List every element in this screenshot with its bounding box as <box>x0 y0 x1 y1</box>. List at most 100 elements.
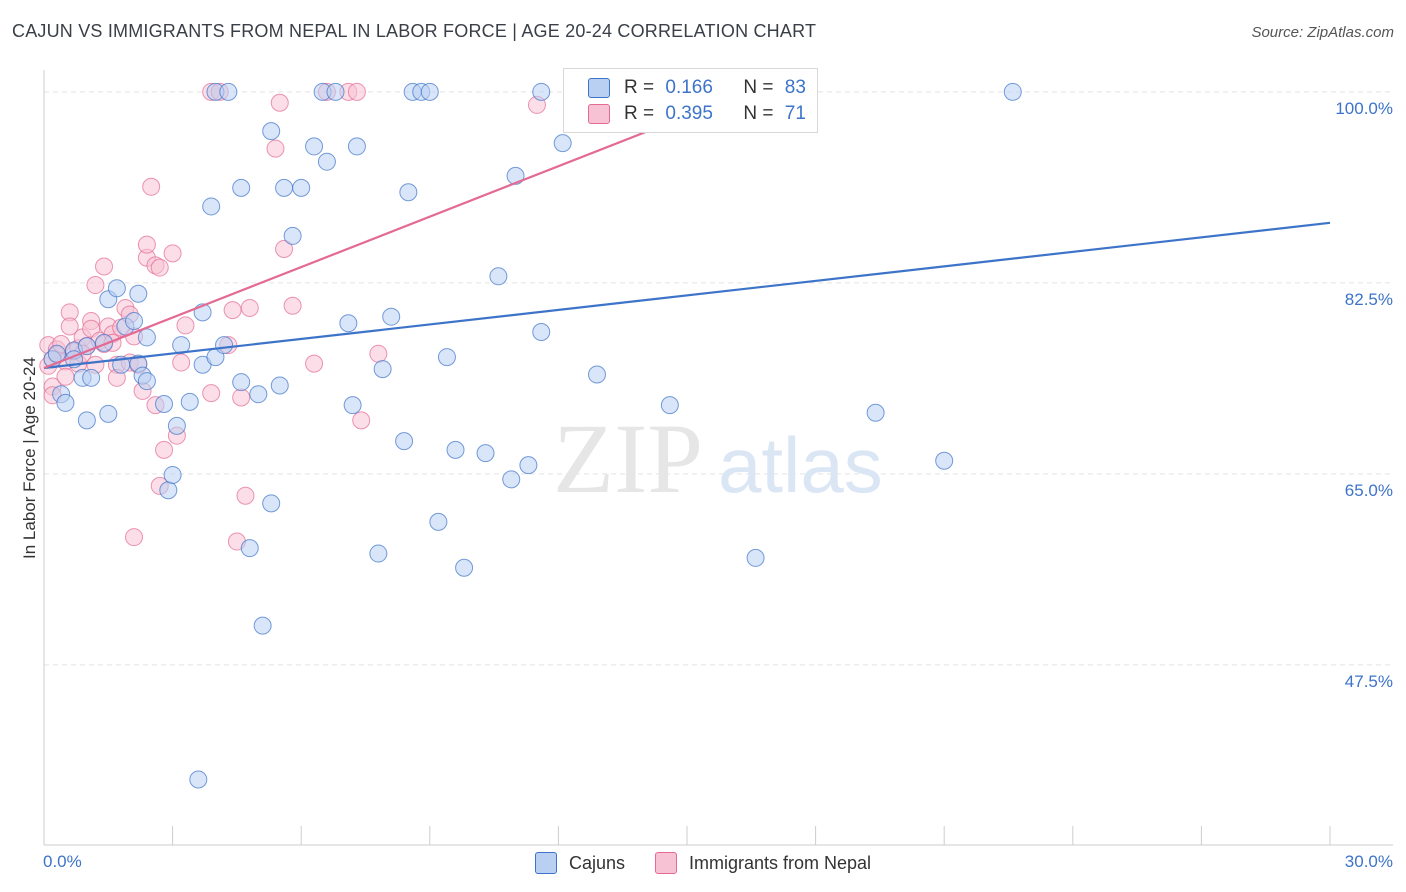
watermark-atlas: atlas <box>718 421 883 509</box>
cajun-point <box>137 372 156 391</box>
cajun-point <box>125 312 144 331</box>
watermark-zip: ZIP <box>553 403 703 514</box>
legend-item-nepal: Immigrants from Nepal <box>654 852 872 874</box>
legend-swatch-blue <box>588 78 610 98</box>
trend-lines <box>43 118 1331 370</box>
nepal-point <box>202 384 221 403</box>
cajun-point <box>373 360 392 379</box>
cajun-point <box>232 373 251 392</box>
x-tick-label-max: 30.0% <box>1344 852 1393 871</box>
cajun-point <box>159 481 178 500</box>
cajun-point <box>1003 82 1022 101</box>
axes <box>43 70 1393 846</box>
cajun-point <box>587 365 606 384</box>
chart-title: CAJUN VS IMMIGRANTS FROM NEPAL IN LABOR … <box>12 21 817 41</box>
cajun-point <box>339 314 358 333</box>
nepal-point <box>240 298 259 317</box>
y-tick-label: 65.0% <box>1344 480 1393 500</box>
correlation-legend: R = 0.166 N = 83 R = 0.395 N = 71 <box>563 68 818 133</box>
nepal-point <box>275 240 294 259</box>
nepal-point <box>352 411 371 430</box>
cajun-point <box>82 368 101 387</box>
legend-r-value: 0.395 <box>665 103 713 124</box>
legend-label-nepal: Immigrants from Nepal <box>688 852 872 873</box>
nepal-point <box>223 301 242 320</box>
cajun-point <box>429 512 448 531</box>
cajun-point <box>292 178 311 197</box>
nepal-point <box>232 388 251 407</box>
cajun-point <box>519 456 538 475</box>
nepal-point <box>305 354 324 373</box>
nepal-point <box>176 316 195 335</box>
cajun-point <box>532 322 551 341</box>
cajun-point <box>275 178 294 197</box>
legend-n-value: 83 <box>784 77 806 98</box>
legend-r-value: 0.166 <box>665 77 713 98</box>
nepal-point <box>172 353 191 372</box>
cajun-point <box>437 348 456 367</box>
cajun-point <box>283 226 302 245</box>
cajun-point <box>56 393 75 412</box>
cajun-point <box>202 197 221 216</box>
cajun-point <box>506 166 525 185</box>
cajun-point <box>502 470 521 489</box>
cajun-point <box>446 440 465 459</box>
cajun-point <box>399 183 418 202</box>
cajun-point <box>232 178 251 197</box>
y-axis-label: In Labor Force | Age 20-24 <box>20 357 39 559</box>
cajun-point <box>553 134 572 153</box>
cajun-point <box>532 82 551 101</box>
nepal-point <box>125 528 144 547</box>
nepal-point <box>137 235 156 254</box>
nepal-point <box>283 296 302 315</box>
y-tick-label: 47.5% <box>1344 671 1393 691</box>
cajun-point <box>215 336 234 355</box>
legend-n-value: 71 <box>784 103 806 124</box>
cajun-point <box>189 770 208 789</box>
cajun-point <box>476 444 495 463</box>
cajun-point <box>455 558 474 577</box>
cajun-point <box>249 385 268 404</box>
cajun-point <box>129 284 148 303</box>
nepal-point <box>369 344 388 363</box>
source-label: Source: ZipAtlas.com <box>1251 24 1394 41</box>
cajun-point <box>77 411 96 430</box>
legend-swatch-pink <box>588 104 610 124</box>
nepal-point <box>56 367 75 386</box>
legend-r-label: R = <box>624 103 655 124</box>
cajun-point <box>326 82 345 101</box>
cajun-point <box>107 279 126 298</box>
nepal-point <box>86 276 105 295</box>
trend-line-cajuns <box>43 221 1331 370</box>
cajun-point <box>163 465 182 484</box>
nepal-point <box>270 93 289 112</box>
cajun-point <box>935 451 954 470</box>
cajun-point <box>240 539 259 558</box>
cajun-point <box>262 494 281 513</box>
nepal-point <box>155 440 174 459</box>
cajun-point <box>219 82 238 101</box>
legend-item-cajuns: Cajuns <box>534 852 625 874</box>
cajun-point <box>660 396 679 415</box>
cajun-point <box>253 616 272 635</box>
legend-row-nepal: R = 0.395 N = 71 <box>588 102 806 126</box>
y-tick-label: 100.0% <box>1335 98 1393 118</box>
cajun-point <box>137 328 156 347</box>
cajun-point <box>317 152 336 171</box>
cajun-point <box>167 416 186 435</box>
cajun-point <box>395 432 414 451</box>
legend-r-label: R = <box>624 77 655 98</box>
cajun-point <box>746 548 765 567</box>
series-legend: Cajuns Immigrants from Nepal <box>0 852 1406 874</box>
nepal-point <box>95 257 114 276</box>
cajun-point <box>155 395 174 414</box>
nepal-point <box>60 317 79 336</box>
cajun-point <box>343 396 362 415</box>
legend-n-label: N = <box>743 77 774 98</box>
legend-label-cajuns: Cajuns <box>568 852 625 873</box>
legend-n-label: N = <box>743 103 774 124</box>
legend-swatch-cajuns <box>534 852 557 874</box>
cajun-point <box>420 82 439 101</box>
nepal-point <box>236 486 255 505</box>
